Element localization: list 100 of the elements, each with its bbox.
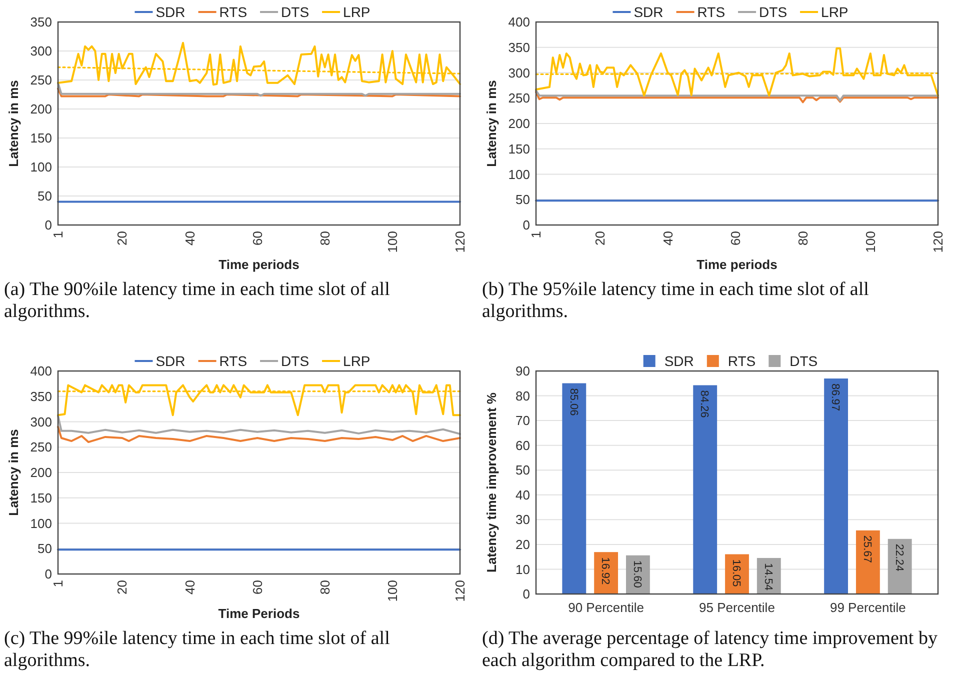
data-label: 86.97: [829, 384, 842, 412]
x-tick-label: 80: [317, 580, 332, 594]
x-tick-label: 20: [592, 231, 608, 246]
text: (d) The average percentage of latency time improvement by each algorithm compared to the LRP.: [482, 628, 938, 671]
legend-label: RTS: [219, 352, 248, 369]
data-label: 16.92: [599, 557, 612, 585]
x-tick-label: 120: [452, 580, 468, 602]
data-label: 22.24: [892, 544, 905, 572]
legend-label: DTS: [759, 4, 788, 20]
y-axis-title: Latency in ms: [484, 80, 499, 167]
y-tick-label: 30: [516, 512, 530, 528]
x-tick-label: 100: [384, 231, 400, 253]
y-tick-label: 90: [516, 364, 530, 379]
y-tick-label: 50: [516, 462, 530, 478]
data-label: 15.60: [631, 560, 644, 588]
x-tick-label: 120: [452, 231, 468, 253]
text: (a) The 90%ile latency time in each time slot of all algorithms.: [4, 279, 390, 322]
text: (b) The 95%ile latency time in each time slot of all algorithms.: [482, 279, 869, 322]
legend-label: RTS: [728, 352, 756, 369]
y-tick-label: 0: [522, 218, 530, 233]
x-tick-label: 100: [384, 580, 400, 602]
data-label: 14.54: [762, 562, 774, 591]
text: (c) The 99%ile latency time in each time slot of all algorithms.: [4, 628, 390, 671]
bar: [562, 383, 586, 594]
y-tick-label: 100: [30, 516, 52, 531]
legend-label: SDR: [634, 4, 664, 20]
y-tick-label: 350: [30, 14, 52, 30]
x-tick-label: 20: [114, 580, 130, 594]
line-series: [57, 426, 461, 444]
legend-label: SDR: [664, 352, 694, 369]
y-tick-label: 80: [516, 388, 530, 404]
y-tick-label: 70: [516, 413, 530, 428]
legend-label: DTS: [790, 352, 818, 369]
legend-label: SDR: [156, 4, 186, 20]
legend-label: DTS: [281, 4, 310, 20]
y-tick-label: 250: [30, 440, 52, 455]
line-series: [57, 42, 461, 86]
bar: [693, 385, 718, 594]
x-tick-label: 80: [317, 231, 332, 246]
x-tick-label: 60: [250, 580, 265, 594]
y-tick-label: 150: [30, 490, 52, 506]
line-series: [535, 47, 939, 97]
x-axis-title: Time periods: [218, 257, 300, 272]
x-tick-label: 40: [660, 231, 676, 246]
y-tick-label: 150: [508, 141, 530, 156]
y-tick-label: 250: [508, 90, 530, 106]
x-tick-label: 1: [50, 580, 66, 588]
y-tick-label: 400: [508, 14, 530, 30]
x-tick-label: 99 Percentile: [830, 600, 906, 615]
line-series: [57, 414, 461, 435]
x-tick-label: 95 Percentile: [699, 600, 775, 615]
x-tick-label: 40: [182, 580, 198, 594]
y-tick-label: 0: [44, 218, 52, 233]
y-tick-label: 10: [516, 562, 530, 577]
y-tick-label: 50: [38, 188, 52, 204]
x-tick-label: 80: [795, 231, 810, 246]
y-tick-label: 20: [516, 536, 530, 552]
y-tick-label: 300: [30, 414, 52, 430]
y-tick-label: 300: [508, 65, 530, 80]
bar: [888, 538, 912, 594]
y-tick-label: 0: [44, 566, 52, 582]
x-tick-label: 100: [862, 231, 878, 253]
y-tick-label: 50: [38, 541, 52, 556]
y-tick-label: 200: [30, 102, 52, 117]
y-tick-label: 0: [522, 586, 530, 602]
y-tick-label: 40: [516, 487, 530, 502]
bar: [856, 530, 880, 594]
legend-label: LRP: [343, 352, 370, 369]
y-axis-title: Latency in ms: [6, 429, 21, 516]
y-tick-label: 100: [30, 160, 52, 175]
y-axis-title: Latency time improvement %: [484, 392, 499, 572]
legend-label: RTS: [697, 4, 726, 20]
line-series: [57, 384, 461, 416]
x-tick-label: 60: [728, 231, 743, 246]
y-axis-title: Latency in ms: [6, 80, 21, 167]
y-tick-label: 300: [30, 44, 52, 59]
x-tick-label: 20: [114, 231, 130, 246]
x-axis-title: Time periods: [696, 257, 778, 272]
y-tick-label: 350: [30, 388, 52, 404]
data-label: 85.06: [567, 388, 580, 416]
legend-label: RTS: [219, 4, 248, 20]
x-tick-label: 90 Percentile: [568, 600, 644, 615]
x-axis-title: Time Periods: [218, 606, 300, 621]
x-tick-label: 120: [930, 231, 946, 253]
legend-label: SDR: [156, 352, 186, 369]
x-tick-label: 40: [182, 231, 198, 246]
legend-label: DTS: [281, 352, 310, 369]
y-tick-label: 60: [516, 438, 530, 453]
x-tick-label: 1: [528, 231, 544, 238]
y-tick-label: 150: [30, 130, 52, 146]
data-label: 84.26: [698, 390, 710, 418]
data-label: 25.67: [861, 535, 874, 563]
legend-label: LRP: [821, 4, 848, 20]
legend-label: LRP: [343, 4, 370, 20]
y-tick-label: 50: [516, 192, 530, 208]
x-tick-label: 60: [250, 231, 265, 246]
y-tick-label: 100: [508, 166, 530, 182]
y-tick-label: 250: [30, 72, 52, 88]
data-label: 16.05: [730, 559, 742, 587]
y-tick-label: 200: [508, 116, 530, 132]
